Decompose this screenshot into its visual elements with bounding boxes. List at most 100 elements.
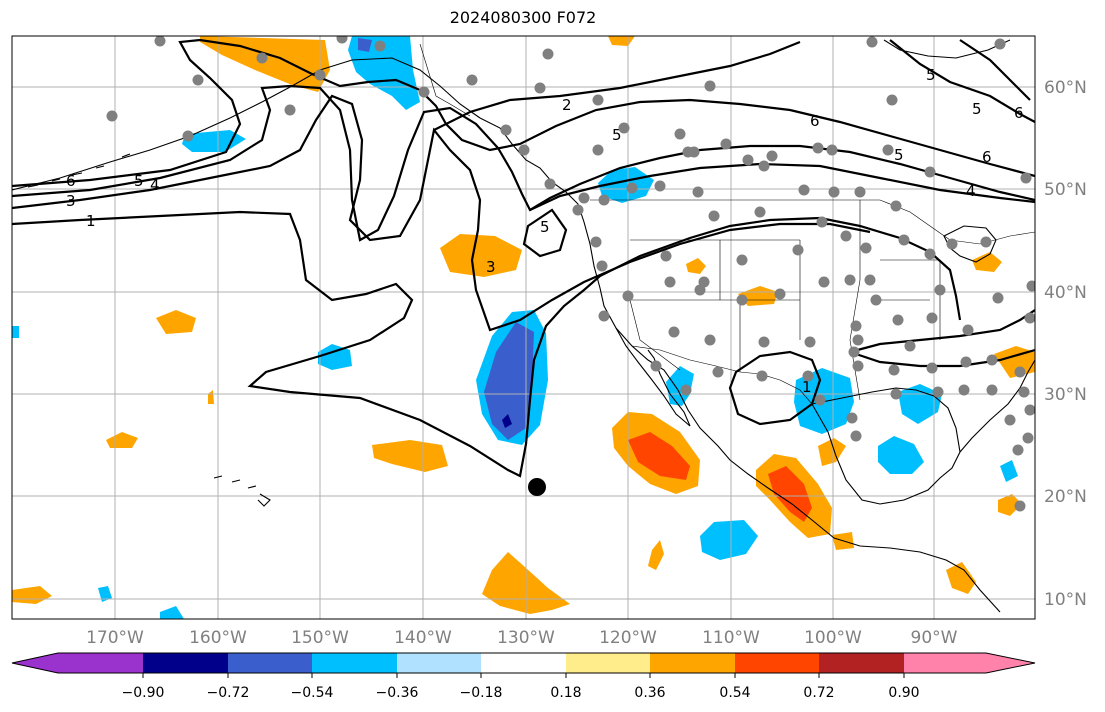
station-dot [660,250,672,262]
hawaiian-islands [213,475,271,507]
station-dot [854,186,866,198]
station-dot [182,130,194,142]
lat-label: 50°N [1044,180,1087,200]
station-dot [736,254,748,266]
map-panel: 1 6 3 5 4 2 5 5 3 6 5 6 4 5 5 6 1 [12,36,1035,619]
positive-anomaly-area [372,440,448,472]
contour-label: 5 [926,66,936,84]
colorbar-segment [566,653,650,673]
negative-anomaly-area-strong [484,322,534,440]
colorbar-tick-label: 0.90 [888,685,919,701]
station-dot [818,276,830,288]
station-dot [466,74,478,86]
station-dot [626,182,638,194]
station-dot [926,312,938,324]
station-dot [882,144,894,156]
lon-label: 90°W [911,628,958,648]
station-dot [650,360,662,372]
station-dot [850,320,862,332]
colorbar-segment [228,653,312,673]
station-dot [924,166,936,178]
station-dot [840,230,852,242]
station-dot [664,276,676,288]
colorbar-tick-label: −0.36 [376,685,419,701]
negative-anomaly-area [878,436,924,474]
lon-label: 160°W [189,628,247,648]
station-dot [1014,500,1026,512]
station-dot [544,178,556,190]
lon-label: 120°W [599,628,657,648]
contour-label: 6 [810,112,820,130]
graticule [12,36,1035,619]
station-dot [712,366,724,378]
great-lakes [943,225,997,263]
lat-label: 30°N [1044,385,1087,405]
lon-label: 170°W [86,628,144,648]
lon-label: 110°W [702,628,760,648]
station-dot [618,122,630,134]
longitude-axis: 170°W 160°W 150°W 140°W 130°W 120°W 110°… [86,628,958,648]
station-dot [904,340,916,352]
station-dot [590,236,602,248]
station-dot [958,384,970,396]
station-dot [890,200,902,212]
aleutian-islands [27,153,131,188]
station-dot [622,290,634,302]
station-dot [924,248,936,260]
station-dot [890,388,902,400]
contour-label: 5 [540,218,550,236]
positive-anomaly-area [818,438,846,466]
positive-anomaly-area [156,310,196,334]
station-dot [1004,414,1016,426]
colorbar-tick-label: −0.72 [207,685,250,701]
station-dot [688,146,700,158]
station-dot [802,370,814,382]
shaded-fields [12,36,1035,619]
station-dot [680,384,692,396]
station-dot [704,334,716,346]
station-dot [1024,404,1035,416]
contour-label: 5 [894,146,904,164]
colorbar-tick-label: 0.72 [803,685,834,701]
station-dot [812,142,824,154]
station-dot [986,354,998,366]
contour-closed-low [728,350,822,426]
station-dot [828,186,840,198]
positive-anomaly-area [946,562,976,594]
station-dot [754,206,766,218]
station-dot [960,356,972,368]
colorbar-segment [819,653,904,673]
station-dot [668,326,680,338]
colorbar-tick-label: −0.18 [460,685,503,701]
station-dot [932,386,944,398]
station-dot [534,82,546,94]
station-dot [572,204,584,216]
station-dot [792,244,804,256]
positive-anomaly-area [998,494,1022,516]
station-dot [418,86,430,98]
station-dot [814,394,826,406]
colorbar-outline [11,652,1036,674]
station-dot [934,284,946,296]
station-dot [826,144,838,156]
colorbar-tick-label: −0.90 [122,685,165,701]
positive-anomaly-area [440,234,522,277]
station-dot [106,110,118,122]
lon-label: 100°W [804,628,862,648]
station-dot [946,238,958,250]
strong-positive-anomaly-area [768,466,812,522]
station-dot [692,186,704,198]
station-dot [654,180,666,192]
florida-east-coast [959,359,1035,453]
station-dot [1012,444,1024,456]
station-dot [994,38,1006,50]
negative-anomaly-area [12,326,19,338]
colorbar: −0.90 −0.72 −0.54 −0.36 −0.18 0.18 0.36 … [11,652,1036,701]
station-dot [542,48,554,60]
contour-label: 6 [1014,104,1024,122]
lon-label: 140°W [394,628,452,648]
gulf-of-mexico-coast [811,387,961,505]
target-location-marker [528,478,546,496]
station-dot [888,364,900,376]
